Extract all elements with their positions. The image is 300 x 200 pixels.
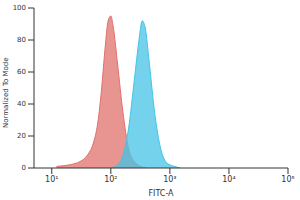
- svg-text:10⁵: 10⁵: [281, 175, 292, 184]
- svg-text:10¹: 10¹: [45, 175, 58, 184]
- svg-text:0: 0: [22, 164, 26, 172]
- svg-text:80: 80: [17, 36, 26, 44]
- svg-text:40: 40: [17, 100, 26, 108]
- svg-text:60: 60: [17, 68, 26, 76]
- svg-text:100: 100: [13, 4, 26, 12]
- svg-text:FITC-A: FITC-A: [148, 189, 174, 198]
- svg-text:10³: 10³: [163, 175, 176, 184]
- svg-text:Normalized To Mode: Normalized To Mode: [8, 57, 10, 128]
- svg-text:20: 20: [17, 132, 26, 140]
- svg-text:10⁴: 10⁴: [222, 175, 235, 184]
- svg-text:10²: 10²: [104, 175, 117, 184]
